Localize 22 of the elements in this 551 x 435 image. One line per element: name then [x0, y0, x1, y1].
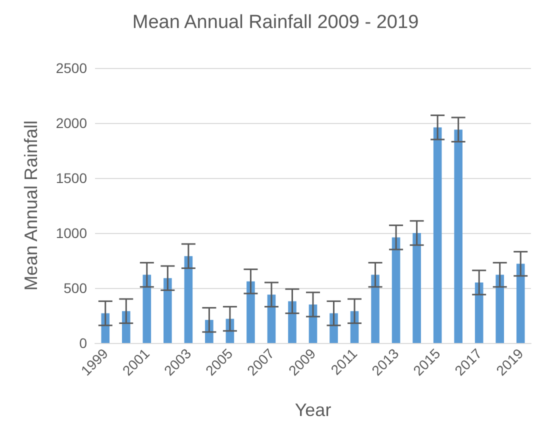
bar	[164, 278, 172, 343]
y-tick-label: 0	[79, 335, 88, 351]
bar	[371, 274, 380, 343]
bar	[142, 274, 152, 343]
bar	[246, 281, 255, 343]
bar	[433, 127, 442, 343]
bar	[454, 130, 462, 343]
bar	[496, 274, 504, 343]
y-tick-label: 2500	[56, 60, 88, 76]
y-axis-title: Mean Annual Rainfall	[21, 120, 41, 291]
chart-title: Mean Annual Rainfall 2009 - 2019	[132, 12, 419, 33]
y-tick-label: 2000	[56, 115, 88, 131]
bar	[412, 233, 421, 343]
y-tick-label: 1000	[56, 225, 88, 241]
x-axis-title: Year	[294, 400, 332, 420]
bar	[184, 256, 193, 343]
bar	[474, 282, 484, 343]
y-tick-label: 500	[64, 280, 88, 296]
y-tick-label: 1500	[56, 170, 88, 186]
bar	[288, 301, 296, 343]
bar	[392, 237, 400, 343]
bar	[516, 264, 525, 343]
